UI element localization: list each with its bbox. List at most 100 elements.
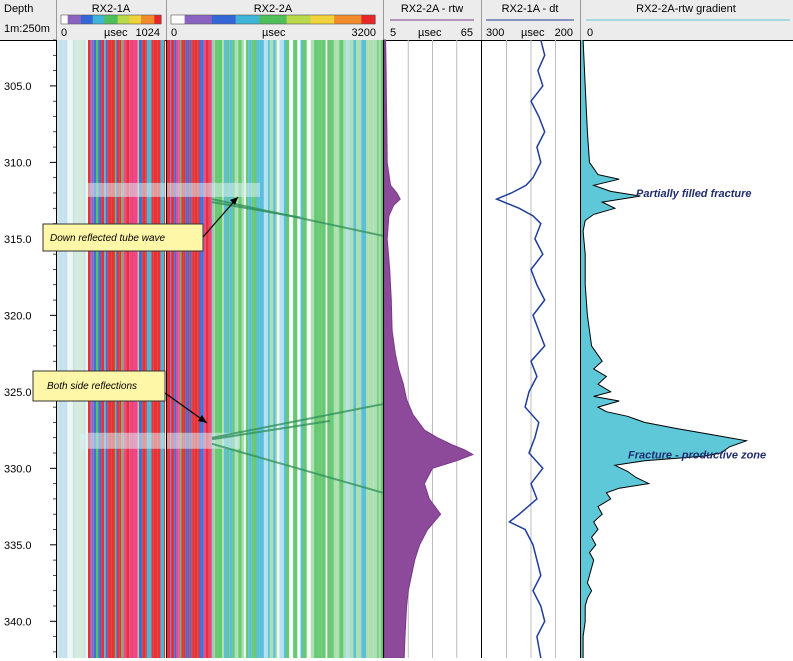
colorbar-cell <box>293 15 298 24</box>
waveform-image-rx21a <box>57 40 165 658</box>
depth-tick-label: 330.0 <box>4 463 32 475</box>
depth-title: Depth <box>4 3 33 15</box>
colorbar-cell <box>269 15 274 24</box>
colorbar-cell <box>79 15 82 24</box>
colorbar-cell <box>337 15 342 24</box>
colorbar-cell <box>159 15 162 24</box>
track-title-dt: RX2-1A - dt <box>502 3 559 15</box>
waveform-stripe <box>229 40 233 658</box>
waveform-stripe <box>378 40 381 658</box>
waveform-stripe <box>137 40 139 658</box>
colorbar-cell <box>151 15 154 24</box>
waveform-stripe <box>142 40 146 658</box>
waveform-stripe <box>167 40 168 658</box>
waveform-stripe <box>146 40 149 658</box>
colorbar-cell <box>310 15 315 24</box>
callout-text: Down reflected tube wave <box>50 233 166 244</box>
colorbar-cell <box>97 15 100 24</box>
scale-min-rtw: 5 <box>390 27 396 39</box>
waveform-stripe <box>148 40 152 658</box>
waveform-stripe <box>187 40 190 658</box>
colorbar-cell <box>259 15 264 24</box>
colorbar-frame <box>60 14 162 25</box>
waveform-stripe <box>57 40 59 658</box>
colorbar-cell <box>89 15 92 24</box>
colorbar-cell <box>300 15 305 24</box>
colorbar-cell <box>87 15 90 24</box>
waveform-stripe <box>198 40 200 658</box>
colorbar-cell <box>136 15 139 24</box>
waveform-stripe <box>314 40 319 658</box>
waveform-stripe <box>129 40 132 658</box>
colorbar-cell <box>252 15 257 24</box>
colorbar-cell <box>66 15 69 24</box>
colorbar-cell <box>279 15 284 24</box>
waveform-stripe <box>83 40 86 658</box>
waveform-stripe <box>181 40 184 658</box>
reflection-line <box>211 403 384 439</box>
colorbar-cell <box>228 15 233 24</box>
unit-rx22a: µsec <box>262 27 286 39</box>
colorbar-cell <box>102 15 105 24</box>
waveform-stripe <box>126 40 130 658</box>
waveform-stripe <box>205 40 209 658</box>
colorbar-cell <box>126 15 129 24</box>
waveform-stripe <box>253 40 257 658</box>
waveform-stripe <box>234 40 239 658</box>
colorbar-cell <box>171 15 175 24</box>
track-header-dt[interactable]: RX2-1A - dt 300 µsec 200 <box>486 3 574 39</box>
callout-down-reflected: Down reflected tube wave <box>42 196 239 252</box>
rtw-track <box>383 39 475 659</box>
depth-tick-label: 315.0 <box>4 234 32 246</box>
waveform-stripe <box>197 40 199 658</box>
waveform-stripe <box>212 40 215 658</box>
waveform-stripe <box>227 40 229 658</box>
colorbar-cell <box>117 15 120 24</box>
waveform-stripe <box>170 40 172 658</box>
waveform-stripe <box>245 40 249 658</box>
waveform-stripe <box>214 40 218 658</box>
track-header-gradient[interactable]: RX2-2A-rtw gradient 0 <box>586 3 790 39</box>
scale-min-rx22a: 0 <box>171 27 177 39</box>
colorbar-cell <box>191 15 196 24</box>
waveform-stripe <box>353 40 357 658</box>
scale-max-rx22a: 3200 <box>352 27 376 39</box>
waveform-stripe <box>168 40 171 658</box>
colorbar-cell <box>71 15 74 24</box>
colorbar-cell <box>222 15 226 24</box>
colorbar-cell <box>124 15 127 24</box>
disturbance-band <box>88 182 260 197</box>
waveform-stripe <box>199 40 202 658</box>
waveform-stripe <box>368 40 374 658</box>
colorbar-cell <box>296 15 301 24</box>
colorbar-cell <box>149 15 152 24</box>
track-header-rtw[interactable]: RX2-2A - rtw 5 µsec 65 <box>390 3 474 39</box>
colorbar-cell <box>111 15 114 24</box>
waveform-stripe <box>88 40 91 658</box>
colorbar-cell <box>188 15 192 24</box>
depth-track: 305.0 310.0 315.0 320.0 325.0 330.0 335.0 340.0 <box>4 39 56 653</box>
waveform-stripe <box>366 40 369 658</box>
scale-min-gradient: 0 <box>587 27 593 39</box>
waveform-stripe <box>189 40 192 658</box>
colorbar-cell <box>184 15 189 24</box>
colorbar-cell <box>358 15 362 24</box>
colorbar-cell <box>154 15 157 24</box>
waveform-stripe <box>345 40 350 658</box>
waveform-stripe <box>286 40 290 658</box>
waveform-stripe <box>176 40 179 658</box>
depth-tick-label: 310.0 <box>4 157 32 169</box>
dt-curve <box>494 39 546 659</box>
waveform-stripe <box>179 40 182 658</box>
colorbar-cell <box>152 15 155 24</box>
colorbar-cell <box>330 15 335 24</box>
unit-rx21a: µsec <box>104 27 128 39</box>
gradient-track <box>581 39 749 658</box>
colorbar-cell <box>198 15 203 24</box>
colorbar-cell <box>286 15 291 24</box>
colorbar-cell <box>290 15 294 24</box>
waveform-stripe <box>217 40 222 658</box>
waveform-stripe <box>263 40 268 658</box>
waveform-stripe <box>174 40 177 658</box>
